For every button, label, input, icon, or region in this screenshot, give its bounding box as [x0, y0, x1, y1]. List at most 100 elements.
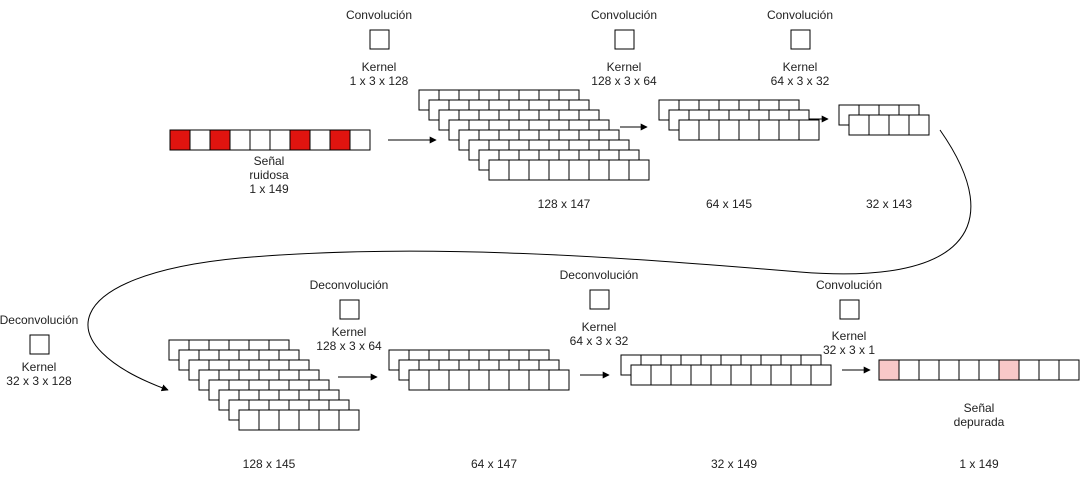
cell — [998, 359, 1020, 381]
op-block-3: Convolución Kernel 64 x 3 x 32 — [767, 8, 833, 88]
cell — [758, 119, 780, 141]
kernel-label-line: Kernel — [783, 60, 818, 74]
feature-map-layer — [408, 369, 570, 391]
cell — [888, 114, 910, 136]
cell — [878, 359, 900, 381]
input-signal-cells — [169, 129, 371, 151]
cell — [588, 159, 610, 181]
cell — [690, 364, 712, 386]
kernel-label-line: Kernel — [832, 329, 867, 343]
cell — [548, 369, 570, 391]
kernel-label-line: 128 x 3 x 64 — [316, 339, 382, 353]
op-title: Convolución — [767, 8, 833, 22]
cell — [528, 159, 550, 181]
kernel-square — [614, 29, 635, 50]
cell — [1058, 359, 1080, 381]
op-block-5: Deconvolución Kernel 128 x 3 x 64 — [310, 278, 389, 353]
cell — [289, 129, 311, 151]
stack-dim-label: 64 x 145 — [706, 197, 752, 211]
cell — [448, 369, 470, 391]
feature-map-stack-5: 64 x 147 — [388, 349, 570, 471]
feature-map-stack-2: 64 x 145 — [658, 99, 820, 211]
stack-dim-label: 128 x 147 — [538, 197, 591, 211]
cell — [568, 159, 590, 181]
cell — [408, 369, 430, 391]
input-signal-label: Señal ruidosa 1 x 149 — [249, 154, 289, 196]
kernel-square — [589, 289, 610, 310]
kernel-label-line: Kernel — [582, 320, 617, 334]
cell — [209, 129, 231, 151]
stack-dim-label: 128 x 145 — [243, 457, 296, 471]
cell — [338, 409, 360, 431]
cell — [978, 359, 1000, 381]
input-signal-label-line: ruidosa — [249, 168, 289, 182]
op-block-6: Deconvolución Kernel 64 x 3 x 32 — [560, 268, 639, 348]
cell — [810, 364, 832, 386]
kernel-label: Kernel 128 x 3 x 64 — [591, 60, 657, 88]
kernel-label: Kernel 1 x 3 x 128 — [350, 60, 409, 88]
cell — [548, 159, 570, 181]
kernel-square — [790, 29, 811, 50]
kernel-label: Kernel 64 x 3 x 32 — [771, 60, 830, 88]
kernel-square — [339, 299, 360, 320]
input-signal-label-line: 1 x 149 — [249, 182, 289, 196]
kernel-square — [29, 334, 50, 355]
kernel-label-line: 1 x 3 x 128 — [350, 74, 409, 88]
cell — [718, 119, 740, 141]
cell — [508, 369, 530, 391]
op-block-7: Convolución Kernel 32 x 3 x 1 — [816, 278, 882, 357]
kernel-label: Kernel 32 x 3 x 1 — [823, 329, 875, 357]
op-title: Convolución — [816, 278, 882, 292]
cell — [790, 364, 812, 386]
stack-dim-label: 32 x 143 — [866, 197, 912, 211]
kernel-square — [369, 29, 390, 50]
output-dim-label: 1 x 149 — [959, 457, 999, 471]
cell — [868, 114, 890, 136]
cell — [1038, 359, 1060, 381]
cell — [318, 409, 340, 431]
output-signal-label-line: Señal — [964, 401, 995, 415]
input-signal-label-line: Señal — [254, 154, 285, 168]
cell — [298, 409, 320, 431]
cell — [329, 129, 351, 151]
kernel-label-line: 64 x 3 x 32 — [771, 74, 830, 88]
cell — [938, 359, 960, 381]
cell — [608, 159, 630, 181]
feature-map-layer — [848, 114, 930, 136]
feature-map-stack-1: 128 x 147 — [418, 89, 650, 211]
cell — [678, 119, 700, 141]
cell — [528, 369, 550, 391]
cell — [309, 129, 331, 151]
cell — [508, 159, 530, 181]
cell — [778, 119, 800, 141]
feature-map-stack-4: 128 x 145 — [168, 339, 360, 471]
cell — [349, 129, 371, 151]
output-signal-label: Señal depurada — [954, 401, 1005, 429]
cell — [249, 129, 271, 151]
feature-map-layer — [238, 409, 360, 431]
cell — [269, 129, 291, 151]
kernel-label-line: 32 x 3 x 128 — [6, 374, 72, 388]
cell — [189, 129, 211, 151]
cell — [169, 129, 191, 151]
op-block-1: Convolución Kernel 1 x 3 x 128 — [346, 8, 412, 88]
cell — [710, 364, 732, 386]
cell — [798, 119, 820, 141]
cell — [630, 364, 652, 386]
op-title: Convolución — [346, 8, 412, 22]
op-title: Convolución — [591, 8, 657, 22]
kernel-label-line: Kernel — [362, 60, 397, 74]
input-signal: Señal ruidosa 1 x 149 — [169, 129, 371, 196]
cell — [428, 369, 450, 391]
cell — [229, 129, 251, 151]
cell — [278, 409, 300, 431]
cell — [488, 159, 510, 181]
feature-map-stack-6: 32 x 149 — [620, 354, 832, 471]
feature-map-layer — [630, 364, 832, 386]
op-block-2: Convolución Kernel 128 x 3 x 64 — [591, 8, 657, 88]
cell — [258, 409, 280, 431]
op-title: Deconvolución — [310, 278, 389, 292]
cell — [750, 364, 772, 386]
